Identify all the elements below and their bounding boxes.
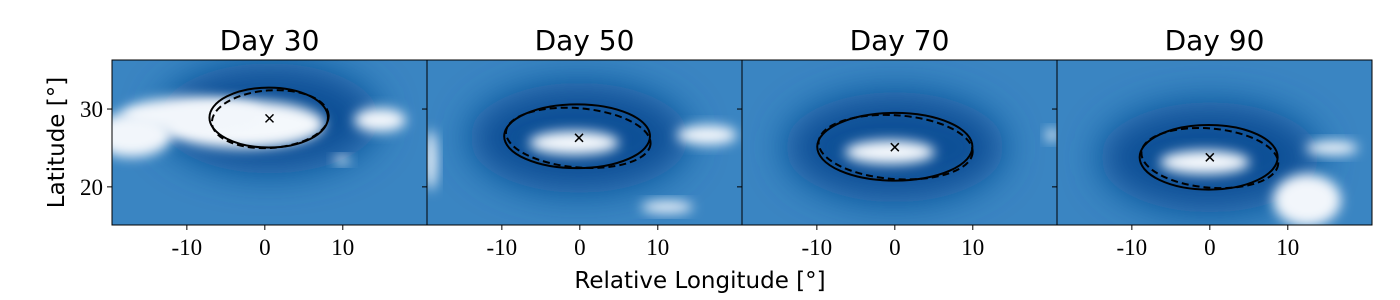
y-axis-label: Latitude [°] [44, 77, 70, 208]
blob [354, 108, 406, 132]
y-tick-label: 20 [80, 175, 103, 200]
blob [427, 130, 437, 190]
x-tick-label: 10 [646, 235, 669, 260]
blob [1046, 129, 1057, 141]
y-tick-label: 30 [80, 97, 103, 122]
x-tick-label: 0 [574, 235, 586, 260]
x-tick-label: -10 [1117, 235, 1148, 260]
x-tick-label: -10 [487, 235, 518, 260]
panel-title: Day 50 [535, 24, 635, 57]
x-tick-label: 10 [331, 235, 354, 260]
panel: Day 50 -10 0 10 [422, 24, 743, 260]
blob [334, 156, 350, 164]
x-tick-label: 0 [259, 235, 271, 260]
white-core [1159, 150, 1250, 175]
panel-title: Day 30 [220, 24, 320, 57]
center-marker [574, 133, 584, 143]
center-marker [264, 113, 275, 123]
center-marker [1205, 152, 1215, 162]
center-marker [890, 142, 900, 152]
panel-title: Day 70 [850, 24, 950, 57]
x-tick-label: 10 [961, 235, 984, 260]
white-core [844, 140, 935, 165]
heatmap-image [427, 60, 742, 225]
x-tick-label: 0 [889, 235, 901, 260]
heatmap-image [112, 60, 427, 225]
ellipse-dashed [210, 89, 330, 150]
blob [677, 125, 737, 145]
ellipse-dashed [1140, 127, 1280, 190]
ellipse-dashed [817, 113, 974, 181]
x-tick-label: 0 [1204, 235, 1216, 260]
heatmap-image [1057, 60, 1372, 225]
x-tick-label: 10 [1276, 235, 1299, 260]
blob [1273, 174, 1341, 225]
panel-title: Day 90 [1165, 24, 1265, 57]
panel-frame [1056, 59, 1373, 226]
x-axis-label: Relative Longitude [°] [574, 268, 825, 294]
x-tick-label: -10 [802, 235, 833, 260]
panel: Day 70 -10 0 10 [737, 24, 1058, 260]
heatmap-image [742, 60, 1057, 225]
x-tick-label: -10 [172, 235, 203, 260]
ellipse-dashed [504, 106, 652, 169]
panel: Day 30 -10 0 10 20 30 Latitude [°] [44, 24, 428, 260]
blob [122, 97, 262, 133]
ellipse-solid [816, 111, 974, 182]
blob [641, 201, 693, 213]
blob [1306, 141, 1358, 155]
panel: Day 90 -10 0 10 [1052, 24, 1373, 260]
white-core [529, 130, 620, 155]
